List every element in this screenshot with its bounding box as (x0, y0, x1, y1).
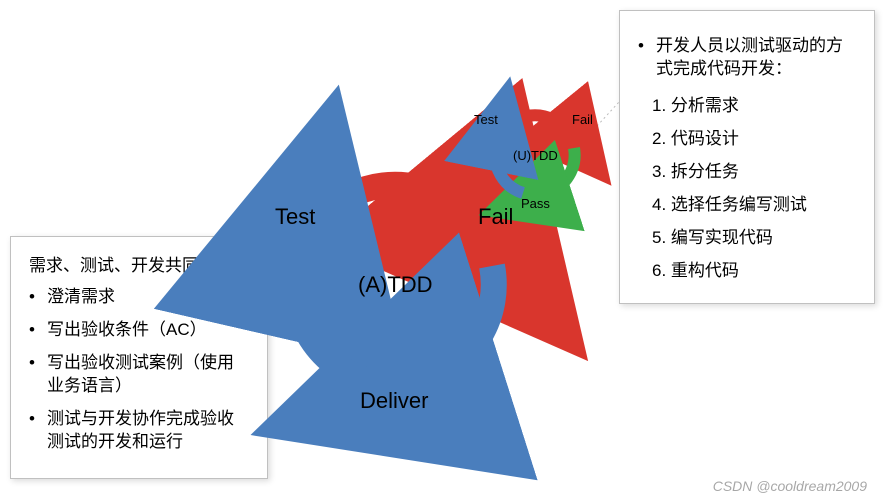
big-label-test: Test (275, 204, 315, 230)
big-arc-test-to-fail (318, 185, 472, 221)
big-arc-fail-to-deliver (424, 266, 494, 380)
tdd-cycle-diagram (0, 0, 887, 500)
big-label-deliver: Deliver (360, 388, 428, 414)
small-arc-test-to-fail (504, 115, 566, 130)
small-label-test: Test (474, 112, 498, 127)
watermark: CSDN @cooldream2009 (713, 478, 867, 494)
connector-right (597, 102, 619, 126)
small-label-fail: Fail (572, 112, 593, 127)
small-label-pass: Pass (521, 196, 550, 211)
big-center-label: (A)TDD (358, 272, 433, 298)
big-label-fail: Fail (478, 204, 513, 230)
small-center-label: (U)TDD (513, 148, 558, 163)
big-arc-deliver-to-test (295, 262, 366, 380)
